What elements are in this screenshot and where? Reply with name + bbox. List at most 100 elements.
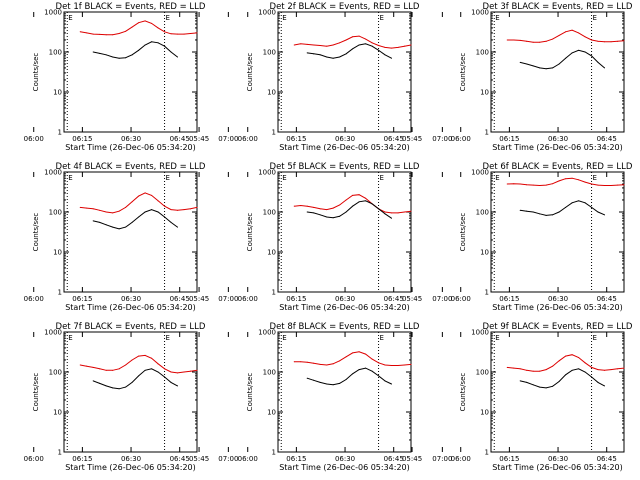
- data-point-lld: [332, 207, 334, 209]
- x-tick-label: 06:30: [335, 455, 355, 463]
- data-point-lld: [118, 210, 120, 212]
- data-point-lld: [177, 209, 179, 211]
- data-point-events: [306, 377, 308, 379]
- x-tick-label: 06:15: [72, 455, 92, 463]
- data-point-events: [358, 369, 360, 371]
- data-point-events: [545, 68, 547, 70]
- data-point-events: [345, 53, 347, 55]
- data-point-events: [326, 216, 328, 218]
- plot-frame: [277, 11, 412, 133]
- data-point-events: [571, 52, 573, 54]
- data-point-lld: [326, 364, 328, 366]
- data-point-lld: [92, 33, 94, 35]
- x-tick-label: 05:45: [402, 295, 422, 303]
- event-marker-label: E: [593, 14, 597, 22]
- data-point-lld: [391, 47, 393, 49]
- data-point-lld: [584, 181, 586, 183]
- data-point-events: [584, 202, 586, 204]
- x-tick-label: 05:45: [402, 455, 422, 463]
- y-axis-label: Counts/sec: [459, 53, 467, 92]
- data-point-events: [519, 209, 521, 211]
- data-point-events: [545, 214, 547, 216]
- data-point-lld: [345, 39, 347, 41]
- y-tick-label: 100: [263, 369, 276, 377]
- data-point-lld: [565, 31, 567, 33]
- event-marker-label: E: [495, 14, 499, 22]
- x-axis-label: Start Time (26-Dec-06 05:34:20): [279, 303, 410, 312]
- data-point-lld: [506, 183, 508, 185]
- data-point-events: [532, 211, 534, 213]
- x-tick-label: 05:45: [189, 455, 209, 463]
- data-point-lld: [552, 38, 554, 40]
- data-point-lld: [552, 365, 554, 367]
- y-tick-label: 10: [267, 409, 276, 417]
- data-point-lld: [617, 40, 619, 42]
- x-tick-label: 06:45: [384, 295, 404, 303]
- data-point-lld: [410, 363, 412, 365]
- data-point-lld: [326, 209, 328, 211]
- series-line-lld: [80, 354, 198, 374]
- data-point-lld: [306, 43, 308, 45]
- data-point-events: [591, 206, 593, 208]
- data-point-events: [519, 380, 521, 382]
- data-point-lld: [597, 40, 599, 42]
- panel-det-4: Det 4f BLACK = Events, RED = LLD 1 10 100 10…: [24, 162, 239, 312]
- x-axis-label: Start Time (26-Dec-06 05:34:20): [492, 463, 623, 472]
- x-tick-label: 07:00: [218, 455, 238, 463]
- data-point-events: [170, 51, 172, 53]
- data-point-lld: [112, 212, 114, 214]
- x-tick-label: 06:30: [121, 455, 141, 463]
- data-point-lld: [190, 370, 192, 372]
- data-point-lld: [125, 206, 127, 208]
- data-point-lld: [313, 44, 315, 46]
- data-point-lld: [196, 206, 198, 208]
- x-axis-label: Start Time (26-Dec-06 05:34:20): [279, 463, 410, 472]
- y-tick-label: 1: [58, 289, 62, 297]
- x-tick-label: 06:45: [384, 455, 404, 463]
- data-point-events: [597, 61, 599, 63]
- x-tick-label: 06:45: [170, 135, 190, 143]
- data-point-lld: [332, 363, 334, 365]
- panel-det-5: Det 5f BLACK = Events, RED = LLD 1 10 100 10…: [189, 162, 452, 312]
- data-point-events: [526, 210, 528, 212]
- data-point-events: [92, 380, 94, 382]
- data-point-lld: [539, 41, 541, 43]
- data-point-lld: [384, 364, 386, 366]
- x-tick-label: 06:15: [499, 455, 519, 463]
- data-point-lld: [183, 371, 185, 373]
- data-point-lld: [118, 368, 120, 370]
- data-point-events: [578, 200, 580, 202]
- data-point-lld: [513, 39, 515, 41]
- x-axis-label: Start Time (26-Dec-06 05:34:20): [492, 143, 623, 152]
- y-tick-label: 1: [58, 449, 62, 457]
- data-point-lld: [131, 26, 133, 28]
- event-marker-label: E: [593, 174, 597, 182]
- data-point-lld: [105, 369, 107, 371]
- series-line-events: [93, 368, 178, 390]
- event-marker-label: E: [495, 174, 499, 182]
- data-point-lld: [144, 20, 146, 22]
- data-point-events: [552, 385, 554, 387]
- panel-det-2: Det 2f BLACK = Events, RED = LLD 1 10 100 10…: [189, 2, 452, 152]
- data-point-events: [391, 383, 393, 385]
- data-point-lld: [138, 195, 140, 197]
- y-axis-label: Counts/sec: [32, 373, 40, 412]
- data-point-events: [578, 49, 580, 51]
- data-point-events: [177, 385, 179, 387]
- data-point-lld: [164, 205, 166, 207]
- data-point-lld: [306, 205, 308, 207]
- data-point-lld: [513, 367, 515, 369]
- data-point-lld: [92, 208, 94, 210]
- x-tick-label: 06:00: [24, 135, 44, 143]
- data-point-events: [384, 380, 386, 382]
- data-point-events: [604, 214, 606, 216]
- data-point-events: [151, 41, 153, 43]
- x-tick-label: 06:15: [499, 295, 519, 303]
- y-tick-label: 1000: [471, 329, 489, 337]
- panel-det-8: Det 8f BLACK = Events, RED = LLD 1 10 100 10…: [189, 322, 452, 472]
- data-point-lld: [293, 205, 295, 207]
- data-point-events: [365, 367, 367, 369]
- data-point-lld: [164, 31, 166, 33]
- data-point-lld: [326, 45, 328, 47]
- data-point-events: [144, 211, 146, 213]
